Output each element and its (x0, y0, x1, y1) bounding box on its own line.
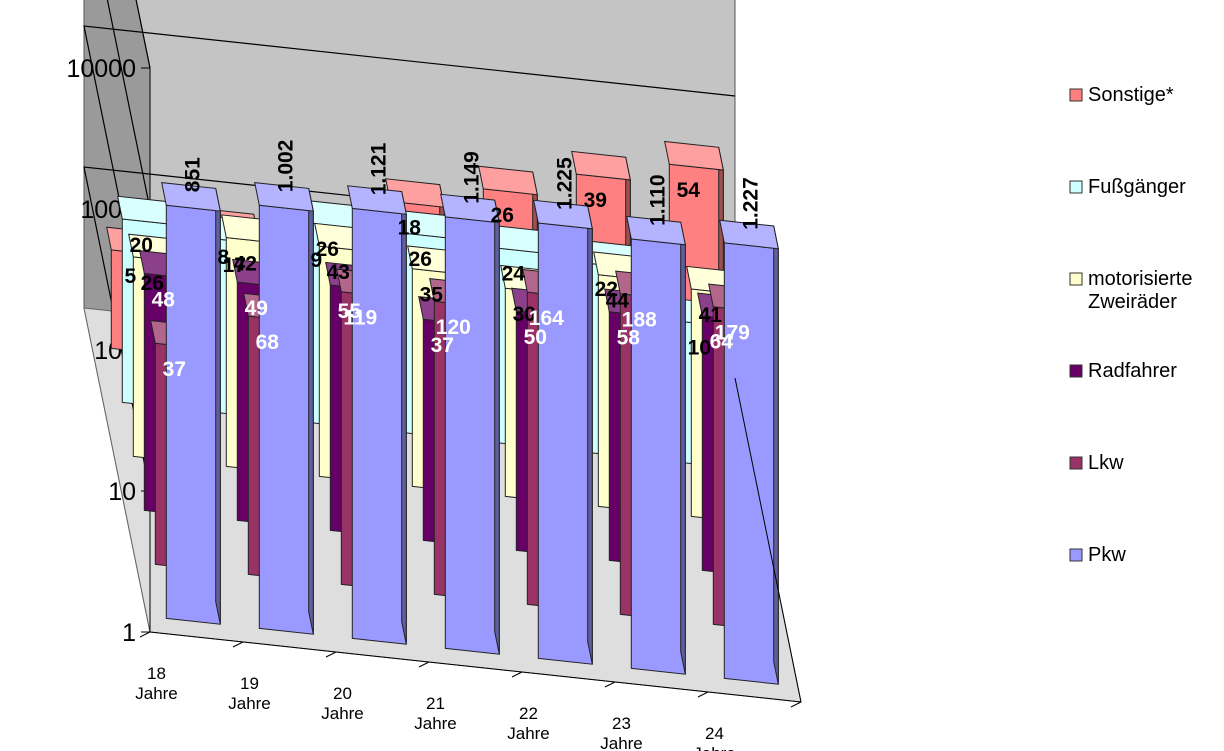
legend-item: Lkw (1069, 452, 1124, 474)
x-axis-line (149, 631, 802, 703)
x-tick-label: 24Jahre (693, 724, 736, 751)
data-label: 9 (310, 249, 322, 272)
data-label: 1.002 (274, 140, 297, 193)
x-tick-mark (325, 651, 337, 658)
legend-swatch (1069, 272, 1083, 286)
data-label: 58 (617, 327, 641, 350)
data-label: 22 (595, 278, 618, 301)
data-label: 188 (622, 309, 657, 332)
x-tick-label: 21 Jahre (414, 694, 457, 733)
data-label: 39 (584, 189, 607, 212)
bar-pkw-6 (719, 219, 779, 685)
data-label: 49 (245, 297, 268, 320)
legend-label: motorisierte Zweiräder (1088, 268, 1192, 313)
legend-label: Fußgänger (1088, 176, 1186, 198)
legend-item: motorisierte Zweiräder (1069, 268, 1192, 313)
bar-pkw-3 (440, 193, 500, 655)
legend-swatch (1069, 456, 1083, 470)
data-label: 179 (715, 322, 750, 345)
x-tick-label: 23 Jahre (600, 714, 643, 751)
y-tick-label: 10 (108, 478, 136, 506)
legend-label: Lkw (1088, 452, 1124, 474)
data-label: 24 (502, 263, 526, 286)
x-tick-mark (139, 631, 151, 638)
bar-pkw-4 (533, 199, 593, 665)
bar-pkw-5 (626, 215, 686, 675)
data-label: 43 (327, 261, 350, 284)
data-label: 1.225 (553, 157, 576, 210)
data-label: 41 (699, 304, 723, 327)
legend-swatch (1069, 88, 1083, 102)
y-tick-label: 10000 (66, 55, 136, 83)
data-label: 26 (141, 272, 164, 295)
legend: Sonstige* Fußgänger motorisierte Zweiräder R… (1069, 84, 1192, 566)
depth-axis-line (734, 377, 802, 703)
data-label: 8 (217, 246, 229, 269)
data-label: 120 (436, 316, 471, 339)
legend-item: Fußgänger (1069, 176, 1186, 198)
data-label: 26 (409, 248, 432, 271)
data-label: 1.149 (460, 151, 483, 204)
legend-label: Radfahrer (1088, 360, 1177, 382)
data-label: 18 (398, 216, 422, 239)
data-label: 55 (338, 300, 362, 323)
data-label: 42 (234, 253, 257, 276)
legend-swatch (1069, 180, 1083, 194)
data-label: 48 (152, 288, 176, 311)
legend-swatch (1069, 364, 1083, 378)
x-axis: 18 Jahre 19 Jahre 20 Jahre 21 Jahre 22 Jahre 23 Jah… (135, 377, 802, 751)
data-label: 30 (513, 303, 536, 326)
data-label: 5 (124, 265, 136, 288)
data-label: 20 (130, 234, 153, 257)
data-label: 35 (420, 284, 444, 307)
bar-pkw-2 (347, 185, 407, 645)
x-tick-mark (232, 641, 244, 648)
data-label: 68 (256, 331, 280, 354)
data-label: 119 (343, 307, 377, 330)
data-label: 17 (223, 254, 246, 277)
data-label: 10 (688, 336, 711, 359)
x-tick-mark (697, 691, 709, 698)
legend-item: Pkw (1069, 544, 1126, 566)
legend-label: Sonstige* (1088, 84, 1174, 106)
x-tick-mark (604, 681, 616, 688)
x-tick-mark (790, 701, 802, 708)
data-label: 26 (316, 238, 339, 261)
data-label: 1.110 (646, 174, 669, 225)
x-tick-label: 19 Jahre (228, 674, 271, 713)
data-labels: 54 39 26 18 9 8 5 10 22 24 26 26 17 20 41 44 30 35 43 42 26 6… (124, 140, 762, 382)
legend-item: Radfahrer (1069, 360, 1177, 382)
data-label: 1.227 (739, 177, 762, 230)
x-tick-label: 20 Jahre (321, 684, 364, 723)
legend-swatch (1069, 548, 1083, 562)
legend-label: Pkw (1088, 544, 1126, 566)
data-label: 37 (431, 334, 454, 357)
x-tick-mark (418, 661, 430, 668)
data-label: 54 (677, 179, 701, 202)
bar-pkw-1 (254, 182, 314, 635)
bars: 54 39 26 18 9 8 5 10 22 24 26 26 17 20 41 44 30 35 43 42 26 6… (106, 140, 779, 685)
data-label: 164 (529, 307, 564, 330)
x-tick-mark (511, 671, 523, 678)
data-label: 44 (606, 290, 630, 313)
data-label: 1.121 (367, 142, 390, 195)
data-label: 64 (710, 331, 734, 354)
data-label: 50 (524, 326, 547, 349)
legend-item: Sonstige* (1069, 84, 1174, 106)
data-label: 26 (491, 204, 514, 227)
x-tick-label: 18 Jahre (135, 664, 178, 703)
bar-pkw-0 (161, 182, 221, 625)
data-label: 37 (163, 358, 186, 381)
x-tick-label: 22 Jahre (507, 704, 550, 743)
gridline (106, 0, 151, 210)
y-tick-label: 1 (122, 619, 136, 647)
data-label: 851 (181, 157, 204, 192)
